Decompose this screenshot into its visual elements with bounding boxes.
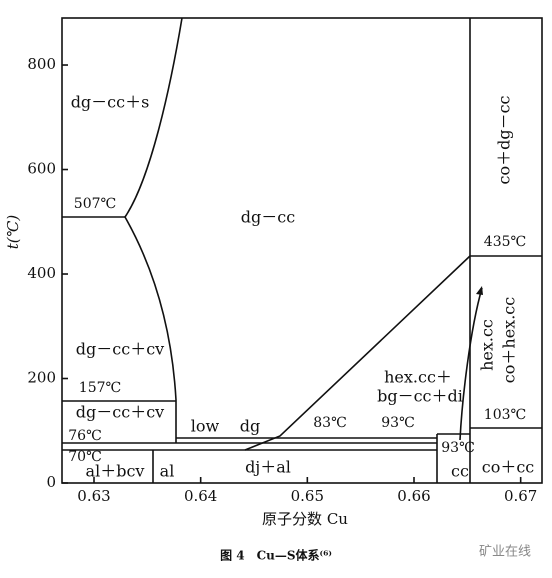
region-label: hex.cc＋: [384, 368, 452, 387]
y-axis-title: t(℃): [4, 215, 22, 250]
boundary: [124, 17, 183, 218]
region-label: co＋dg－cc: [495, 95, 514, 184]
region-label: dg－cc＋cv: [76, 340, 164, 359]
temperature-label: 103℃: [484, 407, 526, 423]
region-label: hex.cc: [478, 319, 497, 371]
boundary: [124, 216, 177, 443]
region-label: bg－cc＋di: [377, 387, 463, 406]
temperature-label: 70℃: [68, 449, 101, 465]
region-label: low: [191, 417, 220, 436]
arrowhead: [476, 286, 483, 295]
x-axis-title: 原子分数 Cu: [262, 510, 348, 528]
x-tick-label: 0.66: [397, 487, 430, 505]
region-label: dg－cc＋s: [71, 93, 150, 112]
phase-boundaries: [61, 17, 543, 484]
caption: 图 4 Cu—S体系⁽⁶⁾: [220, 548, 332, 563]
y-tick-label: 200: [27, 369, 56, 387]
temperature-label: 83℃: [313, 415, 346, 431]
y-tick-label: 800: [27, 55, 56, 73]
temperature-label: 93℃: [441, 440, 474, 456]
x-tick-label: 0.63: [77, 487, 110, 505]
watermark: 矿业在线: [479, 545, 531, 560]
region-label: dg－cc＋cv: [76, 403, 164, 422]
y-tick-label: 0: [46, 473, 56, 491]
arrow: [459, 287, 483, 441]
x-tick-label: 0.64: [184, 487, 217, 505]
temperature-label: 157℃: [79, 380, 121, 396]
region-label: dj＋al: [245, 458, 291, 477]
y-tick-label: 400: [27, 264, 56, 282]
region-label: al: [160, 462, 175, 481]
region-label: co＋cc: [482, 458, 535, 477]
temperature-label: 93℃: [381, 415, 414, 431]
temperature-label: 435℃: [484, 234, 526, 250]
region-label: cc: [451, 462, 469, 481]
temperature-label: 76℃: [68, 428, 101, 444]
region-label: dg－cc: [241, 208, 295, 227]
region-label: dg: [240, 417, 260, 436]
x-tick-label: 0.67: [504, 487, 537, 505]
temperature-label: 507℃: [74, 196, 116, 212]
plot-frame: [61, 17, 543, 484]
boundary: [244, 255, 471, 451]
y-tick-label: 600: [27, 160, 56, 178]
region-label: al＋bcv: [86, 462, 145, 481]
region-label: co＋hex.cc: [500, 297, 519, 383]
x-tick-label: 0.65: [291, 487, 324, 505]
